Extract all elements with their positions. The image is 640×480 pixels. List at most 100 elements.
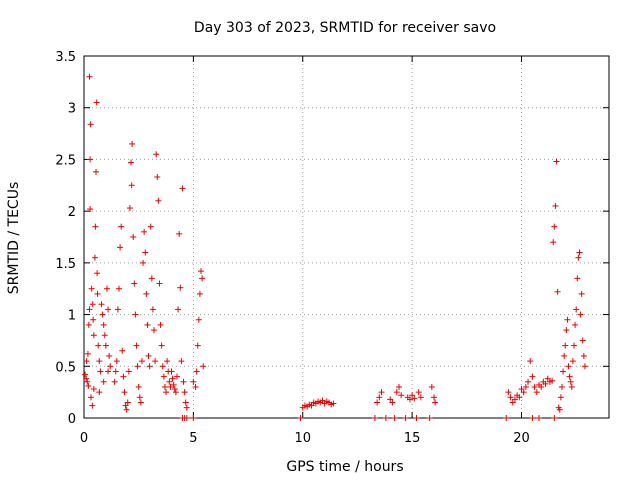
data-point [155, 197, 162, 204]
data-point [145, 352, 152, 359]
data-point [574, 275, 581, 282]
data-point [563, 327, 570, 334]
y-tick-label: 1.5 [55, 257, 76, 272]
data-point [376, 394, 383, 401]
data-point [132, 311, 139, 318]
data-point [153, 151, 160, 158]
data-point [183, 415, 190, 421]
data-point [151, 327, 157, 334]
data-point [529, 415, 536, 421]
data-point [411, 395, 418, 402]
data-point [89, 301, 96, 308]
data-point [558, 383, 565, 390]
data-point [173, 373, 180, 380]
data-point [100, 321, 107, 328]
data-point [140, 259, 147, 266]
data-point [86, 306, 93, 313]
data-point [85, 321, 92, 328]
data-point [82, 371, 89, 378]
data-point [527, 358, 534, 365]
data-point [152, 358, 159, 365]
data-point [163, 389, 170, 396]
data-point [549, 377, 556, 384]
data-point [580, 352, 587, 359]
data-point [550, 239, 557, 246]
data-point [130, 234, 137, 240]
x-tick-label: 20 [513, 431, 530, 446]
data-point [503, 415, 510, 421]
data-point [154, 174, 161, 181]
data-point [509, 399, 516, 406]
y-tick-label: 3.5 [55, 50, 76, 65]
data-point [552, 202, 559, 209]
y-tick-label: 3 [68, 102, 76, 117]
data-points [82, 73, 588, 421]
data-point [190, 415, 197, 421]
data-point [393, 389, 400, 396]
data-point [88, 394, 94, 401]
data-point [183, 404, 190, 411]
data-point [581, 363, 588, 370]
data-point [156, 280, 163, 287]
data-point [92, 223, 99, 230]
data-point [192, 383, 199, 390]
data-point [93, 168, 100, 175]
data-point [571, 342, 577, 349]
chart-title: Day 303 of 2023, SRMTID for receiver sav… [194, 20, 496, 36]
data-point [89, 402, 96, 409]
data-point [371, 415, 378, 421]
axis-ticks: 0 0.5 1 1.5 2 2.5 3 3.5 0 5 10 15 20 [55, 50, 609, 446]
data-point [126, 205, 133, 212]
data-point [536, 415, 542, 421]
y-tick-label: 0.5 [55, 360, 76, 375]
data-point [178, 358, 185, 365]
data-point [96, 389, 103, 396]
data-point [87, 121, 94, 128]
data-point [575, 254, 582, 261]
data-point [160, 373, 167, 380]
data-point [577, 311, 584, 318]
data-point [382, 415, 389, 421]
data-point [542, 380, 549, 387]
data-point [406, 396, 413, 403]
y-axis-label: SRMTID / TECUs [6, 182, 22, 295]
data-point [176, 230, 183, 237]
data-point [567, 378, 574, 385]
data-point [147, 223, 154, 230]
data-point [538, 383, 545, 390]
data-point [319, 397, 326, 404]
data-point [138, 358, 145, 365]
x-tick-label: 0 [80, 431, 88, 446]
data-point [106, 352, 113, 359]
data-point [148, 275, 155, 282]
data-point [576, 249, 583, 256]
data-point [573, 306, 580, 313]
data-point [117, 244, 124, 251]
data-point [113, 358, 120, 365]
data-point [149, 306, 156, 313]
data-point [142, 249, 149, 256]
data-point [85, 382, 92, 389]
data-point [175, 306, 182, 313]
data-point [529, 373, 536, 380]
data-point [561, 352, 568, 359]
data-point [533, 389, 540, 396]
data-point [551, 223, 558, 230]
data-point [426, 415, 433, 421]
data-point [544, 375, 551, 382]
y-tick-label: 2 [68, 205, 76, 220]
data-point [87, 206, 94, 213]
data-point [111, 378, 118, 385]
data-point [177, 284, 184, 291]
data-point [374, 399, 381, 406]
y-tick-label: 0 [68, 412, 76, 427]
data-point [135, 383, 142, 390]
data-point [190, 378, 197, 385]
data-point [167, 383, 174, 390]
data-point [90, 386, 97, 393]
x-tick-label: 5 [189, 431, 197, 446]
data-point [396, 383, 402, 390]
data-point [131, 280, 138, 287]
data-point [98, 301, 105, 308]
data-point [161, 383, 168, 390]
